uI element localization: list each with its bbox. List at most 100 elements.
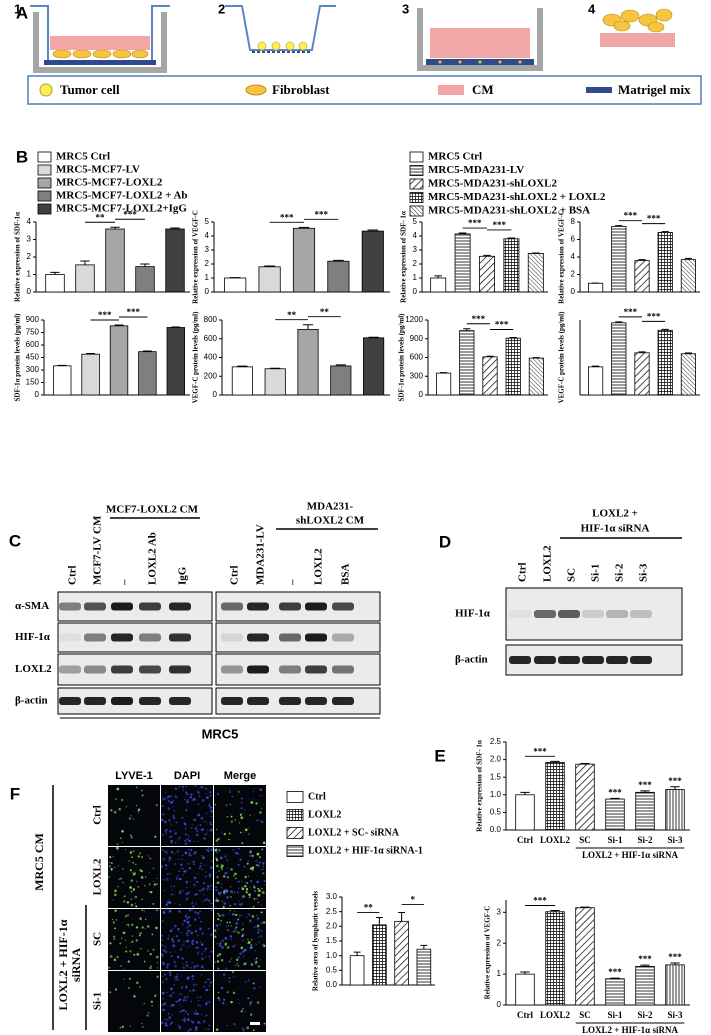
y-axis-label: Relative area of lymphatic vessels	[312, 891, 320, 991]
signal-dot	[248, 896, 251, 899]
row-label: HIF-1α	[15, 631, 51, 643]
signal-dot	[181, 944, 183, 947]
signal-dot	[241, 886, 244, 889]
signal-dot	[263, 884, 265, 886]
signal-dot	[257, 893, 261, 897]
signal-dot	[143, 960, 146, 963]
signal-dot	[185, 932, 188, 935]
signal-dot	[256, 914, 258, 917]
signal-dot	[191, 961, 193, 964]
x-tick-label: SC	[579, 835, 591, 845]
signal-dot	[200, 1023, 202, 1025]
signal-dot	[225, 925, 228, 927]
signal-dot	[186, 977, 188, 979]
signal-dot	[261, 820, 264, 823]
signal-dot	[184, 851, 188, 855]
signal-dot	[251, 915, 255, 918]
blot-band	[279, 602, 301, 611]
y-tick-label: 2	[27, 252, 32, 261]
panel-label: E	[434, 746, 445, 765]
signal-dot	[239, 952, 242, 956]
panel-label: A	[16, 3, 28, 22]
tumor-cells	[257, 41, 308, 51]
signal-dot	[134, 895, 138, 899]
signal-dot	[246, 882, 249, 885]
signal-dot	[133, 995, 136, 998]
signal-dot	[234, 872, 237, 876]
signal-dot	[185, 961, 188, 964]
signal-dot	[175, 978, 178, 981]
error-bar	[367, 229, 379, 232]
signal-dot	[179, 948, 183, 951]
signal-dot	[114, 909, 117, 912]
y-axis-label: Relative expression of SDF-1α	[14, 212, 22, 302]
signal-dot	[210, 909, 213, 912]
y-tick-label: 600	[26, 340, 40, 349]
signal-dot	[207, 1028, 210, 1031]
signal-dot	[148, 871, 150, 873]
signal-dot	[220, 866, 223, 869]
row-label: HIF-1α	[455, 608, 491, 620]
signal-dot	[164, 830, 167, 833]
error-bar	[142, 350, 152, 352]
signal-dot	[150, 891, 153, 894]
signal-dot	[237, 863, 240, 866]
signal-dot	[216, 792, 220, 796]
signal-dot	[169, 994, 173, 998]
error-bar	[520, 791, 530, 795]
signal-dot	[185, 828, 187, 830]
signal-dot	[215, 897, 218, 899]
signal-dot	[230, 815, 233, 818]
error-bar	[375, 917, 383, 925]
signal-dot	[144, 884, 146, 887]
signal-dot	[234, 943, 236, 945]
signal-dot	[232, 892, 234, 894]
signal-dot	[185, 964, 188, 967]
signal-dot	[205, 1014, 208, 1017]
signal-dot	[168, 899, 171, 901]
blot-band	[558, 610, 580, 618]
signal-dot	[199, 927, 202, 931]
signal-dot	[110, 867, 113, 870]
signal-dot	[196, 946, 199, 949]
signal-dot	[172, 805, 174, 808]
signal-dot	[190, 1000, 192, 1003]
signal-dot	[183, 870, 186, 873]
signal-dot	[223, 893, 225, 895]
signal-dot	[240, 801, 243, 804]
signal-dot	[183, 996, 186, 999]
signal-dot	[192, 905, 195, 908]
signal-dot	[234, 903, 237, 906]
error-bar	[353, 951, 361, 956]
signal-dot	[205, 871, 207, 873]
signal-dot	[193, 968, 195, 970]
signal-dot	[177, 927, 180, 931]
error-bar	[615, 225, 623, 227]
signal-dot	[163, 1002, 167, 1005]
signal-dot	[233, 911, 235, 913]
signal-dot	[130, 941, 132, 943]
signal-dot	[187, 891, 190, 894]
signal-dot	[243, 831, 245, 833]
signal-dot	[140, 789, 143, 792]
signal-dot	[217, 997, 220, 1000]
schematic-legend: Tumor cell	[60, 82, 120, 97]
y-tick-label: 1.0	[490, 790, 502, 799]
signal-dot	[221, 900, 223, 903]
signal-dot	[169, 820, 171, 822]
signal-dot	[186, 800, 189, 803]
signal-dot	[204, 899, 207, 902]
signal-dot	[156, 883, 158, 885]
signal-dot	[208, 1000, 211, 1003]
lane-label: Ctrl	[229, 565, 241, 585]
signal-dot	[179, 998, 182, 1001]
blot-band	[169, 633, 191, 642]
signal-dot	[249, 1013, 253, 1016]
signal-dot	[161, 944, 164, 947]
signal-dot	[237, 887, 240, 890]
signal-dot	[210, 809, 213, 813]
signal-dot	[237, 956, 240, 959]
signal-dot	[174, 832, 177, 835]
signal-dot	[190, 931, 194, 935]
